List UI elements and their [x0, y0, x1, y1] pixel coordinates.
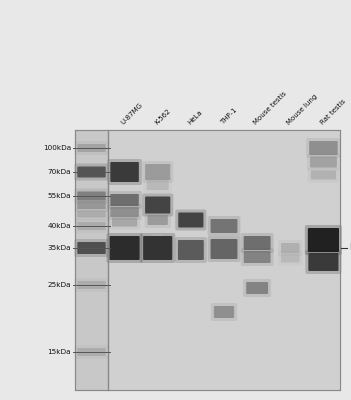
Text: 25kDa: 25kDa	[47, 282, 71, 288]
FancyBboxPatch shape	[74, 345, 109, 359]
FancyBboxPatch shape	[305, 225, 342, 255]
FancyBboxPatch shape	[110, 207, 139, 217]
FancyBboxPatch shape	[77, 166, 106, 178]
FancyBboxPatch shape	[243, 279, 271, 297]
Text: U-87MG: U-87MG	[120, 102, 144, 126]
FancyBboxPatch shape	[140, 233, 175, 263]
FancyBboxPatch shape	[175, 237, 207, 263]
FancyBboxPatch shape	[74, 188, 109, 204]
FancyBboxPatch shape	[74, 198, 109, 212]
Text: 40kDa: 40kDa	[47, 223, 71, 229]
Text: THP-1: THP-1	[220, 107, 238, 126]
FancyBboxPatch shape	[278, 250, 303, 266]
FancyBboxPatch shape	[308, 168, 339, 182]
FancyBboxPatch shape	[74, 239, 109, 257]
FancyBboxPatch shape	[77, 210, 106, 218]
FancyBboxPatch shape	[74, 141, 109, 155]
FancyBboxPatch shape	[107, 159, 142, 185]
FancyBboxPatch shape	[143, 236, 172, 260]
FancyBboxPatch shape	[211, 303, 237, 321]
FancyBboxPatch shape	[241, 233, 273, 253]
FancyBboxPatch shape	[74, 219, 109, 233]
FancyBboxPatch shape	[77, 201, 106, 209]
FancyBboxPatch shape	[74, 164, 109, 180]
Text: 35kDa: 35kDa	[47, 245, 71, 251]
FancyBboxPatch shape	[74, 278, 109, 292]
FancyBboxPatch shape	[77, 192, 106, 200]
Text: Mouse lung: Mouse lung	[286, 93, 319, 126]
FancyBboxPatch shape	[147, 180, 169, 190]
FancyBboxPatch shape	[142, 161, 173, 183]
Text: ICMT: ICMT	[349, 244, 351, 252]
Bar	[108, 130, 340, 390]
Text: HeLa: HeLa	[187, 109, 203, 126]
FancyBboxPatch shape	[211, 239, 237, 259]
FancyBboxPatch shape	[309, 141, 338, 155]
FancyBboxPatch shape	[109, 214, 140, 230]
FancyBboxPatch shape	[145, 196, 170, 214]
FancyBboxPatch shape	[77, 281, 106, 289]
FancyBboxPatch shape	[278, 240, 303, 256]
FancyBboxPatch shape	[110, 236, 140, 260]
FancyBboxPatch shape	[110, 194, 139, 206]
FancyBboxPatch shape	[74, 208, 109, 220]
FancyBboxPatch shape	[244, 251, 271, 263]
FancyBboxPatch shape	[148, 215, 168, 225]
FancyBboxPatch shape	[306, 138, 341, 158]
FancyBboxPatch shape	[77, 222, 106, 230]
FancyBboxPatch shape	[241, 248, 273, 266]
Text: 100kDa: 100kDa	[43, 145, 71, 151]
FancyBboxPatch shape	[308, 253, 338, 271]
FancyBboxPatch shape	[310, 156, 337, 168]
FancyBboxPatch shape	[305, 250, 342, 274]
Text: Rat testis: Rat testis	[319, 98, 347, 126]
FancyBboxPatch shape	[246, 282, 268, 294]
Text: Mouse testis: Mouse testis	[253, 91, 288, 126]
FancyBboxPatch shape	[107, 191, 142, 209]
FancyBboxPatch shape	[307, 154, 340, 170]
FancyBboxPatch shape	[178, 240, 204, 260]
FancyBboxPatch shape	[207, 236, 240, 262]
Bar	[75, 130, 340, 390]
FancyBboxPatch shape	[77, 144, 106, 152]
FancyBboxPatch shape	[77, 348, 106, 356]
FancyBboxPatch shape	[144, 177, 172, 193]
Text: K-562: K-562	[153, 108, 172, 126]
FancyBboxPatch shape	[142, 194, 173, 216]
Text: 70kDa: 70kDa	[47, 169, 71, 175]
FancyBboxPatch shape	[110, 162, 139, 182]
FancyBboxPatch shape	[311, 170, 336, 180]
Text: 55kDa: 55kDa	[47, 193, 71, 199]
FancyBboxPatch shape	[178, 212, 204, 228]
FancyBboxPatch shape	[145, 164, 170, 180]
FancyBboxPatch shape	[150, 231, 166, 245]
FancyBboxPatch shape	[214, 306, 234, 318]
FancyBboxPatch shape	[211, 219, 237, 233]
FancyBboxPatch shape	[281, 254, 299, 262]
FancyBboxPatch shape	[207, 216, 240, 236]
FancyBboxPatch shape	[175, 210, 206, 230]
FancyBboxPatch shape	[145, 212, 171, 228]
FancyBboxPatch shape	[244, 236, 271, 250]
FancyBboxPatch shape	[106, 233, 143, 263]
FancyBboxPatch shape	[153, 234, 163, 242]
FancyBboxPatch shape	[281, 243, 299, 253]
FancyBboxPatch shape	[107, 204, 142, 220]
FancyBboxPatch shape	[112, 218, 137, 226]
Text: 15kDa: 15kDa	[47, 349, 71, 355]
FancyBboxPatch shape	[77, 242, 106, 254]
FancyBboxPatch shape	[308, 228, 339, 252]
